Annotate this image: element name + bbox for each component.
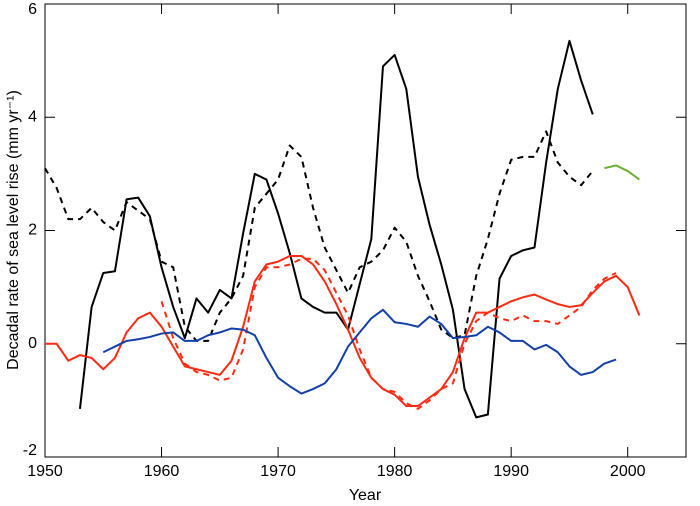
x-tick-label: 2000 (610, 463, 646, 480)
y-axis-title: Decadal rate of sea level rise (mm yr⁻¹) (5, 90, 22, 370)
series-line (45, 254, 641, 408)
series-line (102, 308, 617, 395)
x-tick-label: 1960 (144, 463, 180, 480)
y-tick-label: -2 (23, 442, 37, 459)
series-line (78, 39, 594, 419)
plot-frame (44, 3, 687, 458)
x-tick-label: 1970 (260, 463, 296, 480)
y-tick-label: 4 (28, 108, 37, 125)
y-tick-label: 0 (28, 335, 37, 352)
x-axis-title: Year (349, 487, 382, 504)
series-line (604, 164, 640, 181)
x-tick-label: 1950 (27, 463, 63, 480)
series-line (44, 130, 594, 342)
series-line (160, 257, 617, 410)
y-tick-label: 2 (28, 222, 37, 239)
y-tick-label: 6 (28, 1, 37, 18)
x-tick-label: 1980 (377, 463, 413, 480)
x-tick-label: 1990 (493, 463, 529, 480)
